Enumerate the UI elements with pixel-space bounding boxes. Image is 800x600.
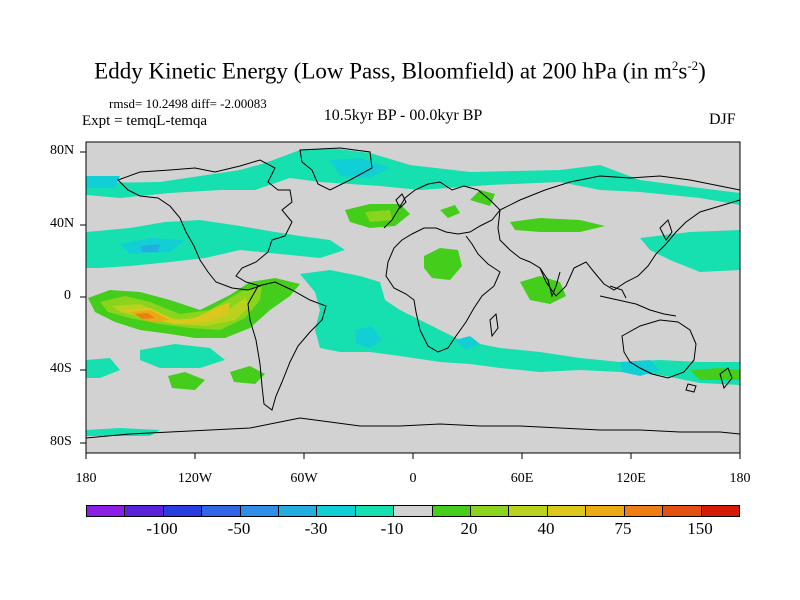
colorbar-swatch	[163, 506, 203, 516]
colorbar-swatch	[663, 506, 702, 516]
lon-label-180w: 180	[75, 471, 97, 486]
colorbar-swatch	[125, 506, 164, 516]
lon-label-180e: 180	[729, 471, 751, 486]
colorbar-swatch	[202, 506, 241, 516]
colorbar-label: 150	[687, 519, 713, 538]
colorbar-swatch	[87, 506, 126, 516]
colorbar-swatch	[547, 506, 587, 516]
colorbar-label: 75	[614, 519, 632, 538]
colorbar-swatch	[701, 506, 739, 516]
period-label: 10.5kyr BP - 00.0kyr BP	[323, 107, 483, 124]
lat-label-40s: 40S	[50, 361, 72, 376]
colorbar-swatch	[317, 506, 356, 516]
coastlines	[86, 147, 740, 439]
colorbar-label: -100	[146, 519, 178, 538]
map-background	[86, 142, 740, 453]
plot-title: Eddy Kinetic Energy (Low Pass, Bloomfiel…	[94, 58, 706, 84]
colorbar-swatch	[279, 506, 318, 516]
lat-ticks	[80, 151, 86, 444]
season-label: DJF	[709, 111, 736, 128]
colorbar-label: 20	[460, 519, 478, 538]
stats-text: rmsd= 10.2498 diff= -2.00083	[109, 96, 267, 111]
colorbar-swatch	[471, 506, 510, 516]
lat-label-80s: 80S	[50, 434, 72, 449]
colorbar-label: -30	[304, 519, 328, 538]
experiment-label: Expt = temqL-temqa	[82, 113, 208, 129]
lat-label-80n: 80N	[50, 143, 75, 158]
colorbar	[86, 505, 740, 517]
colorbar-swatch	[394, 506, 433, 516]
lon-label-120e: 120E	[616, 471, 646, 486]
colorbar-swatch	[586, 506, 625, 516]
colorbar-label: -10	[380, 519, 404, 538]
colorbar-swatch	[509, 506, 548, 516]
colorbar-swatch	[240, 506, 280, 516]
lon-ticks	[85, 453, 741, 459]
colorbar-swatch	[355, 506, 395, 516]
colorbar-label: -50	[227, 519, 251, 538]
lon-label-120w: 120W	[177, 471, 213, 486]
lon-label-60e: 60E	[510, 471, 534, 486]
lon-label-0: 0	[409, 471, 417, 486]
colorbar-swatch	[432, 506, 472, 516]
lat-label-40n: 40N	[50, 216, 75, 231]
colorbar-swatch	[624, 506, 664, 516]
contour-field	[86, 148, 740, 436]
lat-label-0: 0	[64, 288, 71, 303]
lon-label-60w: 60W	[290, 471, 318, 486]
colorbar-label: 40	[537, 519, 555, 538]
